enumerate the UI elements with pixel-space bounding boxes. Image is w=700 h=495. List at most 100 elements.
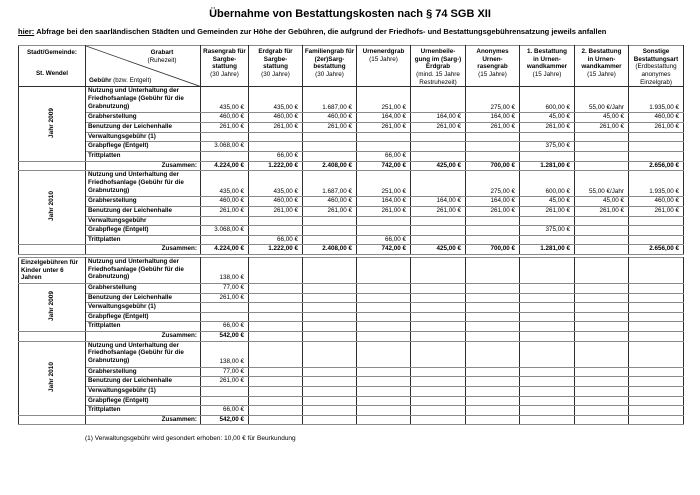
children-table-corner-label: Einzelgebühren für Kinder unter 6 Jahren xyxy=(18,256,86,285)
fee-value-cell xyxy=(465,256,520,285)
fee-value-cell: 45,00 € xyxy=(519,112,575,124)
fee-value-cell xyxy=(356,321,411,333)
fee-value-cell xyxy=(410,395,466,407)
subtitle-text: Abfrage bei den saarländischen Städten u… xyxy=(36,27,607,36)
footnote: (1) Verwaltungsgebühr wird gesondert erh… xyxy=(85,435,296,442)
total-value-cell: 2.656,00 € xyxy=(628,244,684,256)
fee-row: Benutzung der Leichenhalle 261,00 €261,00… xyxy=(19,122,684,133)
fee-row-label: Nutzung und Unterhaltung der Friedhofsan… xyxy=(85,256,201,285)
fee-value-cell xyxy=(248,405,303,416)
fee-value-cell xyxy=(574,256,629,285)
fee-value-cell xyxy=(628,386,684,397)
fee-row: Benutzung der Leichenhalle 261,00 € xyxy=(19,376,684,388)
fee-value-cell: 261,00 € xyxy=(410,122,466,133)
fee-row-label: Verwaltungsgebühr (1) xyxy=(85,131,201,143)
fee-value-cell xyxy=(410,302,466,313)
fee-value-cell xyxy=(410,215,466,227)
fee-row: Grabherstellung 77,00 € xyxy=(19,366,684,378)
total-value-cell xyxy=(574,244,629,256)
fee-value-cell: 460,00 € xyxy=(248,112,303,124)
diagonal-divider-line xyxy=(86,46,200,86)
fee-value-cell xyxy=(200,150,249,162)
fee-value-cell xyxy=(248,302,303,313)
column-title: Urnenerdgrab xyxy=(362,48,405,55)
fee-row: Benutzung der Leichenhalle 261,00 €261,00… xyxy=(19,205,684,217)
fee-row: Grabherstellung 460,00 €460,00 €460,00 €1… xyxy=(19,196,684,207)
fee-row: Einzelgebühren für Kinder unter 6 Jahren… xyxy=(18,256,684,285)
fee-value-cell: 66,00 € xyxy=(200,321,249,333)
fee-row-label: Nutzung und Unterhaltung der Friedhofsan… xyxy=(85,86,201,114)
fee-value-cell xyxy=(356,131,411,143)
fee-row: Verwaltungsgebühr (1) xyxy=(19,386,684,397)
total-value-cell: 1.281,00 € xyxy=(519,244,575,256)
fee-row: Grabpflege (Entgelt) xyxy=(19,311,684,323)
fee-row-label: Grabherstellung xyxy=(85,283,201,294)
fee-value-cell xyxy=(410,366,466,378)
fee-value-cell xyxy=(200,311,249,323)
fee-value-cell xyxy=(465,292,520,304)
fee-value-cell xyxy=(356,302,411,313)
fee-value-cell: 66,00 € xyxy=(356,150,411,162)
fee-row: Trittplatten 66,00 € xyxy=(19,405,684,416)
fee-value-cell xyxy=(519,256,575,285)
fee-row-label: Nutzung und Unterhaltung der Friedhofsan… xyxy=(85,340,201,368)
fee-value-cell: 55,00 €/Jahr xyxy=(574,86,629,114)
fee-value-cell xyxy=(200,215,249,227)
fee-value-cell xyxy=(574,321,629,333)
total-value-cell xyxy=(574,414,629,426)
total-label: Zusammen: xyxy=(85,160,201,172)
fee-row: Verwaltungsgebühr (1) xyxy=(19,131,684,143)
table-header-row: Stadt/Gemeinde: St. Wendel Grabart (Ruhe… xyxy=(18,44,684,88)
fee-value-cell: 261,00 € xyxy=(628,205,684,217)
total-value-cell xyxy=(302,331,357,342)
fee-value-cell xyxy=(248,321,303,333)
fee-value-cell xyxy=(410,234,466,246)
fee-value-cell: 1.687,00 € xyxy=(302,86,357,114)
total-value-cell xyxy=(410,414,466,426)
fee-value-cell: 261,00 € xyxy=(200,205,249,217)
fee-value-cell xyxy=(302,395,357,407)
year-cell: Jahr 2010 xyxy=(18,170,86,246)
fee-value-cell xyxy=(465,150,520,162)
fee-value-cell: 435,00 € xyxy=(200,86,249,114)
fee-row: Trittplatten 66,00 € 66,00 € xyxy=(19,234,684,246)
fee-value-cell xyxy=(574,302,629,313)
fee-value-cell xyxy=(465,386,520,397)
fee-row-label: Grabherstellung xyxy=(85,112,201,124)
fee-row: Verwaltungsgebühr xyxy=(19,215,684,227)
fee-value-cell xyxy=(248,283,303,294)
total-row: Zusammen: 4.224,00 €1.222,00 €2.408,00 €7… xyxy=(18,244,684,256)
fee-value-cell: 261,00 € xyxy=(200,122,249,133)
column-subtitle: (30 Jahre) xyxy=(315,71,344,79)
total-value-cell: 2.408,00 € xyxy=(302,244,357,256)
fee-value-cell xyxy=(302,376,357,388)
fee-value-cell: 164,00 € xyxy=(465,196,520,207)
page-title: Übernahme von Bestattungskosten nach § 7… xyxy=(209,8,491,20)
fee-value-cell xyxy=(628,366,684,378)
total-value-cell xyxy=(248,414,303,426)
fee-value-cell xyxy=(356,340,411,368)
fee-value-cell: 435,00 € xyxy=(248,170,303,198)
fee-value-cell xyxy=(302,311,357,323)
fee-row: Trittplatten 66,00 € 66,00 € xyxy=(19,150,684,162)
fee-value-cell xyxy=(248,141,303,152)
fee-value-cell xyxy=(628,405,684,416)
fee-value-cell: 600,00 € xyxy=(519,86,575,114)
fee-value-cell xyxy=(574,405,629,416)
fee-value-cell xyxy=(356,405,411,416)
fee-value-cell: 460,00 € xyxy=(248,196,303,207)
fee-value-cell xyxy=(519,302,575,313)
fee-value-cell: 261,00 € xyxy=(574,122,629,133)
total-value-cell: 700,00 € xyxy=(465,244,520,256)
year-cell: Jahr 2010 xyxy=(18,340,86,416)
total-label: Zusammen: xyxy=(85,331,201,342)
fee-row: Jahr 2009 Grabherstellung 77,00 € xyxy=(18,283,684,333)
fee-row: Jahr 2010 Nutzung und Unterhaltung der Fr… xyxy=(18,340,684,416)
fee-value-cell xyxy=(628,215,684,227)
fee-value-cell xyxy=(465,376,520,388)
fee-value-cell: 1.935,00 € xyxy=(628,86,684,114)
main-fees-table: Stadt/Gemeinde: St. Wendel Grabart (Ruhe… xyxy=(18,44,684,256)
page-subtitle: hier: Abfrage bei den saarländischen Städ… xyxy=(18,27,688,36)
fee-value-cell xyxy=(574,340,629,368)
column-subtitle: (30 Jahre) xyxy=(261,71,290,79)
